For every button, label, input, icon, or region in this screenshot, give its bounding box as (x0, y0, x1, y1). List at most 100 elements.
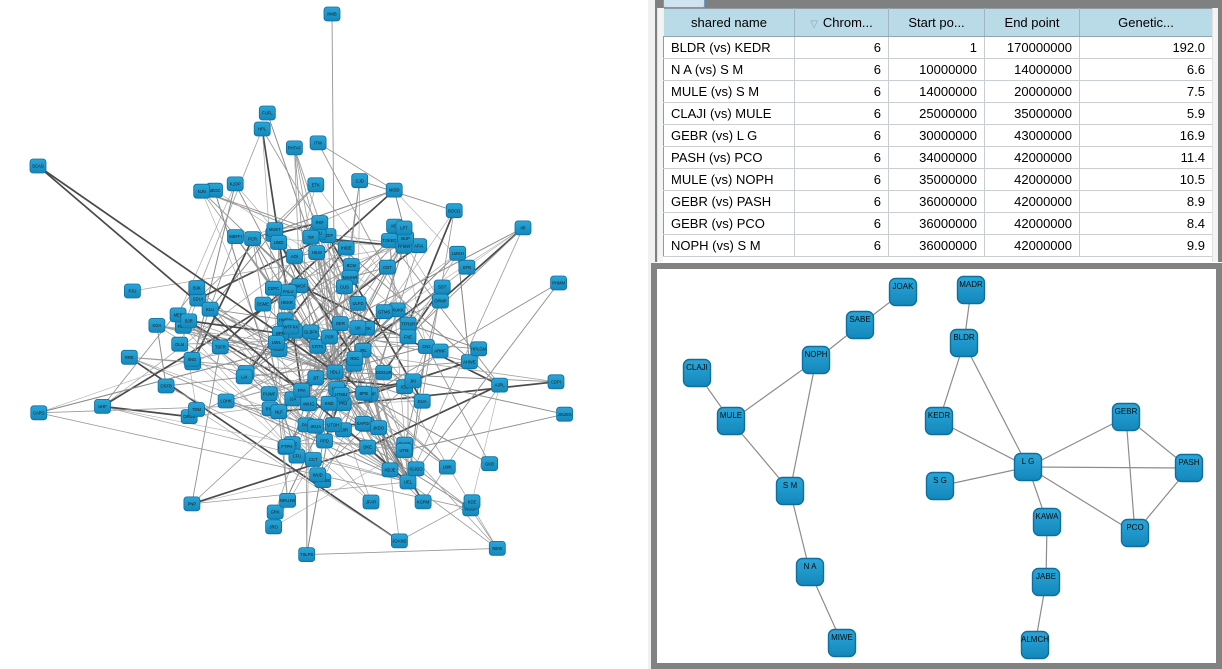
network-node[interactable]: JKDO (370, 420, 388, 436)
network-edge-BLDR-LG[interactable] (963, 342, 1029, 468)
network-edge[interactable] (305, 424, 308, 555)
network-node[interactable]: KND (320, 395, 338, 411)
network-edge[interactable] (278, 411, 289, 501)
network-edge[interactable] (102, 406, 409, 483)
network-edge[interactable] (191, 481, 409, 505)
network-edge[interactable] (191, 238, 254, 364)
filtered-network-canvas[interactable]: CLAJI MULE NOPH SABE JOAK S M N A MIWE MADR BLDR K… (657, 269, 1216, 663)
network-edge-LG-GEBR[interactable] (1027, 416, 1127, 468)
table-row[interactable]: NOPH (vs) S M 6 36000000 42000000 9.9 (663, 234, 1213, 257)
network-node[interactable]: JKI (404, 373, 422, 389)
network-node[interactable]: RRE (120, 349, 138, 365)
network-edge[interactable] (177, 314, 309, 405)
network-node[interactable]: PHMM (550, 275, 567, 291)
network-edge[interactable] (334, 371, 557, 383)
network-node-CLAJI[interactable]: CLAJI (682, 358, 712, 388)
network-node[interactable]: KDE (463, 494, 481, 510)
network-node[interactable]: UTOH (324, 417, 342, 433)
network-edge[interactable] (407, 282, 559, 483)
network-node[interactable]: RKF (311, 215, 329, 231)
network-node[interactable]: RDC (346, 351, 364, 366)
network-node-ALMCH[interactable]: ALMCH (1020, 630, 1049, 660)
network-node[interactable]: UTM (395, 443, 413, 458)
network-edge[interactable] (412, 380, 565, 415)
main-network-canvas[interactable]: NMBSCAGHDLJUELPLTETJOIGJGOPEPCMEBAOIUCFM… (0, 0, 648, 669)
network-node[interactable]: UMD (270, 235, 288, 250)
network-node[interactable]: IHIDE (337, 240, 355, 256)
network-node[interactable]: HDLJ (326, 364, 344, 380)
network-edge[interactable] (191, 236, 236, 360)
network-node[interactable]: FAE (399, 329, 417, 345)
network-node[interactable]: JFAR (362, 494, 380, 510)
network-node[interactable]: GKB (481, 456, 499, 472)
network-edge[interactable] (245, 256, 295, 373)
network-edge[interactable] (331, 13, 336, 373)
network-edge[interactable] (261, 128, 303, 391)
network-edge[interactable] (183, 326, 298, 457)
network-node[interactable]: IGJGO (407, 461, 425, 477)
table-row[interactable]: GEBR (vs) L G 6 30000000 43000000 16.9 (663, 124, 1213, 147)
column-header-shared-name[interactable]: shared name (663, 8, 795, 37)
network-node[interactable]: FPA (293, 382, 311, 398)
network-node[interactable]: TSLPS (298, 547, 316, 562)
network-edge[interactable] (403, 246, 427, 347)
network-node[interactable]: DGGUR (375, 364, 393, 380)
table-row[interactable]: MULE (vs) NOPH 6 35000000 42000000 10.5 (663, 168, 1213, 191)
network-node-SG[interactable]: S G (925, 471, 955, 501)
network-edge[interactable] (132, 246, 404, 292)
table-left-scroll-track[interactable] (657, 8, 663, 262)
network-node-MULE[interactable]: MULE (716, 406, 746, 436)
network-node[interactable]: PSR (321, 329, 338, 345)
network-edge[interactable] (310, 237, 405, 445)
network-edge[interactable] (327, 235, 336, 373)
network-edge[interactable] (334, 371, 498, 549)
network-node[interactable]: TDM (188, 402, 205, 417)
network-node[interactable]: LOHK (217, 393, 235, 409)
network-node[interactable]: OLM (171, 336, 189, 352)
network-node[interactable]: OPMP (431, 293, 449, 309)
network-node-MADR[interactable]: MADR (956, 275, 986, 305)
network-node[interactable]: JRO (265, 519, 283, 535)
network-edge[interactable] (319, 189, 395, 223)
network-node[interactable]: CEPC (264, 280, 282, 296)
network-node[interactable]: AOI (286, 249, 303, 264)
network-node[interactable]: EUA (413, 393, 431, 409)
network-node-JABE[interactable]: JABE (1031, 567, 1061, 597)
network-node[interactable]: PNP (183, 496, 201, 512)
network-node[interactable]: AJPL (491, 377, 509, 393)
network-node-PCO[interactable]: PCO (1120, 518, 1150, 548)
network-node[interactable]: IIP (514, 220, 532, 236)
network-edge[interactable] (197, 234, 329, 300)
network-edge[interactable] (191, 346, 221, 504)
network-edge[interactable] (102, 405, 190, 418)
network-node[interactable]: HILM (308, 245, 326, 261)
network-node[interactable]: SST (433, 279, 451, 295)
network-node[interactable]: LAI (235, 369, 253, 385)
network-node[interactable]: CUS (335, 279, 353, 295)
network-edge-MULE-NOPH[interactable] (730, 359, 817, 422)
network-node[interactable]: HPLGM (470, 341, 488, 357)
network-node[interactable]: BOCD (445, 203, 463, 219)
network-edge[interactable] (38, 359, 193, 414)
network-node[interactable]: GTMS (375, 304, 393, 320)
network-edge[interactable] (357, 253, 458, 328)
network-node-KEDR[interactable]: KEDR (924, 406, 954, 436)
network-edge[interactable] (388, 240, 398, 310)
network-node[interactable]: PJU (123, 283, 141, 299)
network-node[interactable]: KFN (458, 259, 476, 275)
network-node[interactable]: CDPI (547, 374, 565, 390)
network-edge[interactable] (274, 184, 317, 230)
table-tab-stub[interactable] (663, 0, 705, 8)
network-edge[interactable] (38, 412, 471, 510)
network-node[interactable]: BJK (188, 280, 206, 296)
network-node[interactable]: JKUA (307, 418, 325, 434)
network-node-PASH[interactable]: PASH (1174, 453, 1204, 483)
network-node[interactable]: UHF (94, 398, 111, 414)
column-header-chrom[interactable]: ▽ Chrom... (794, 8, 889, 37)
network-node[interactable]: UEL (399, 474, 417, 490)
network-edge[interactable] (315, 184, 441, 352)
network-node[interactable]: ARNF (431, 343, 449, 359)
network-node[interactable]: OSFB (157, 378, 175, 394)
network-node[interactable]: AWJG (300, 396, 317, 412)
network-node[interactable]: BJR (180, 313, 198, 329)
